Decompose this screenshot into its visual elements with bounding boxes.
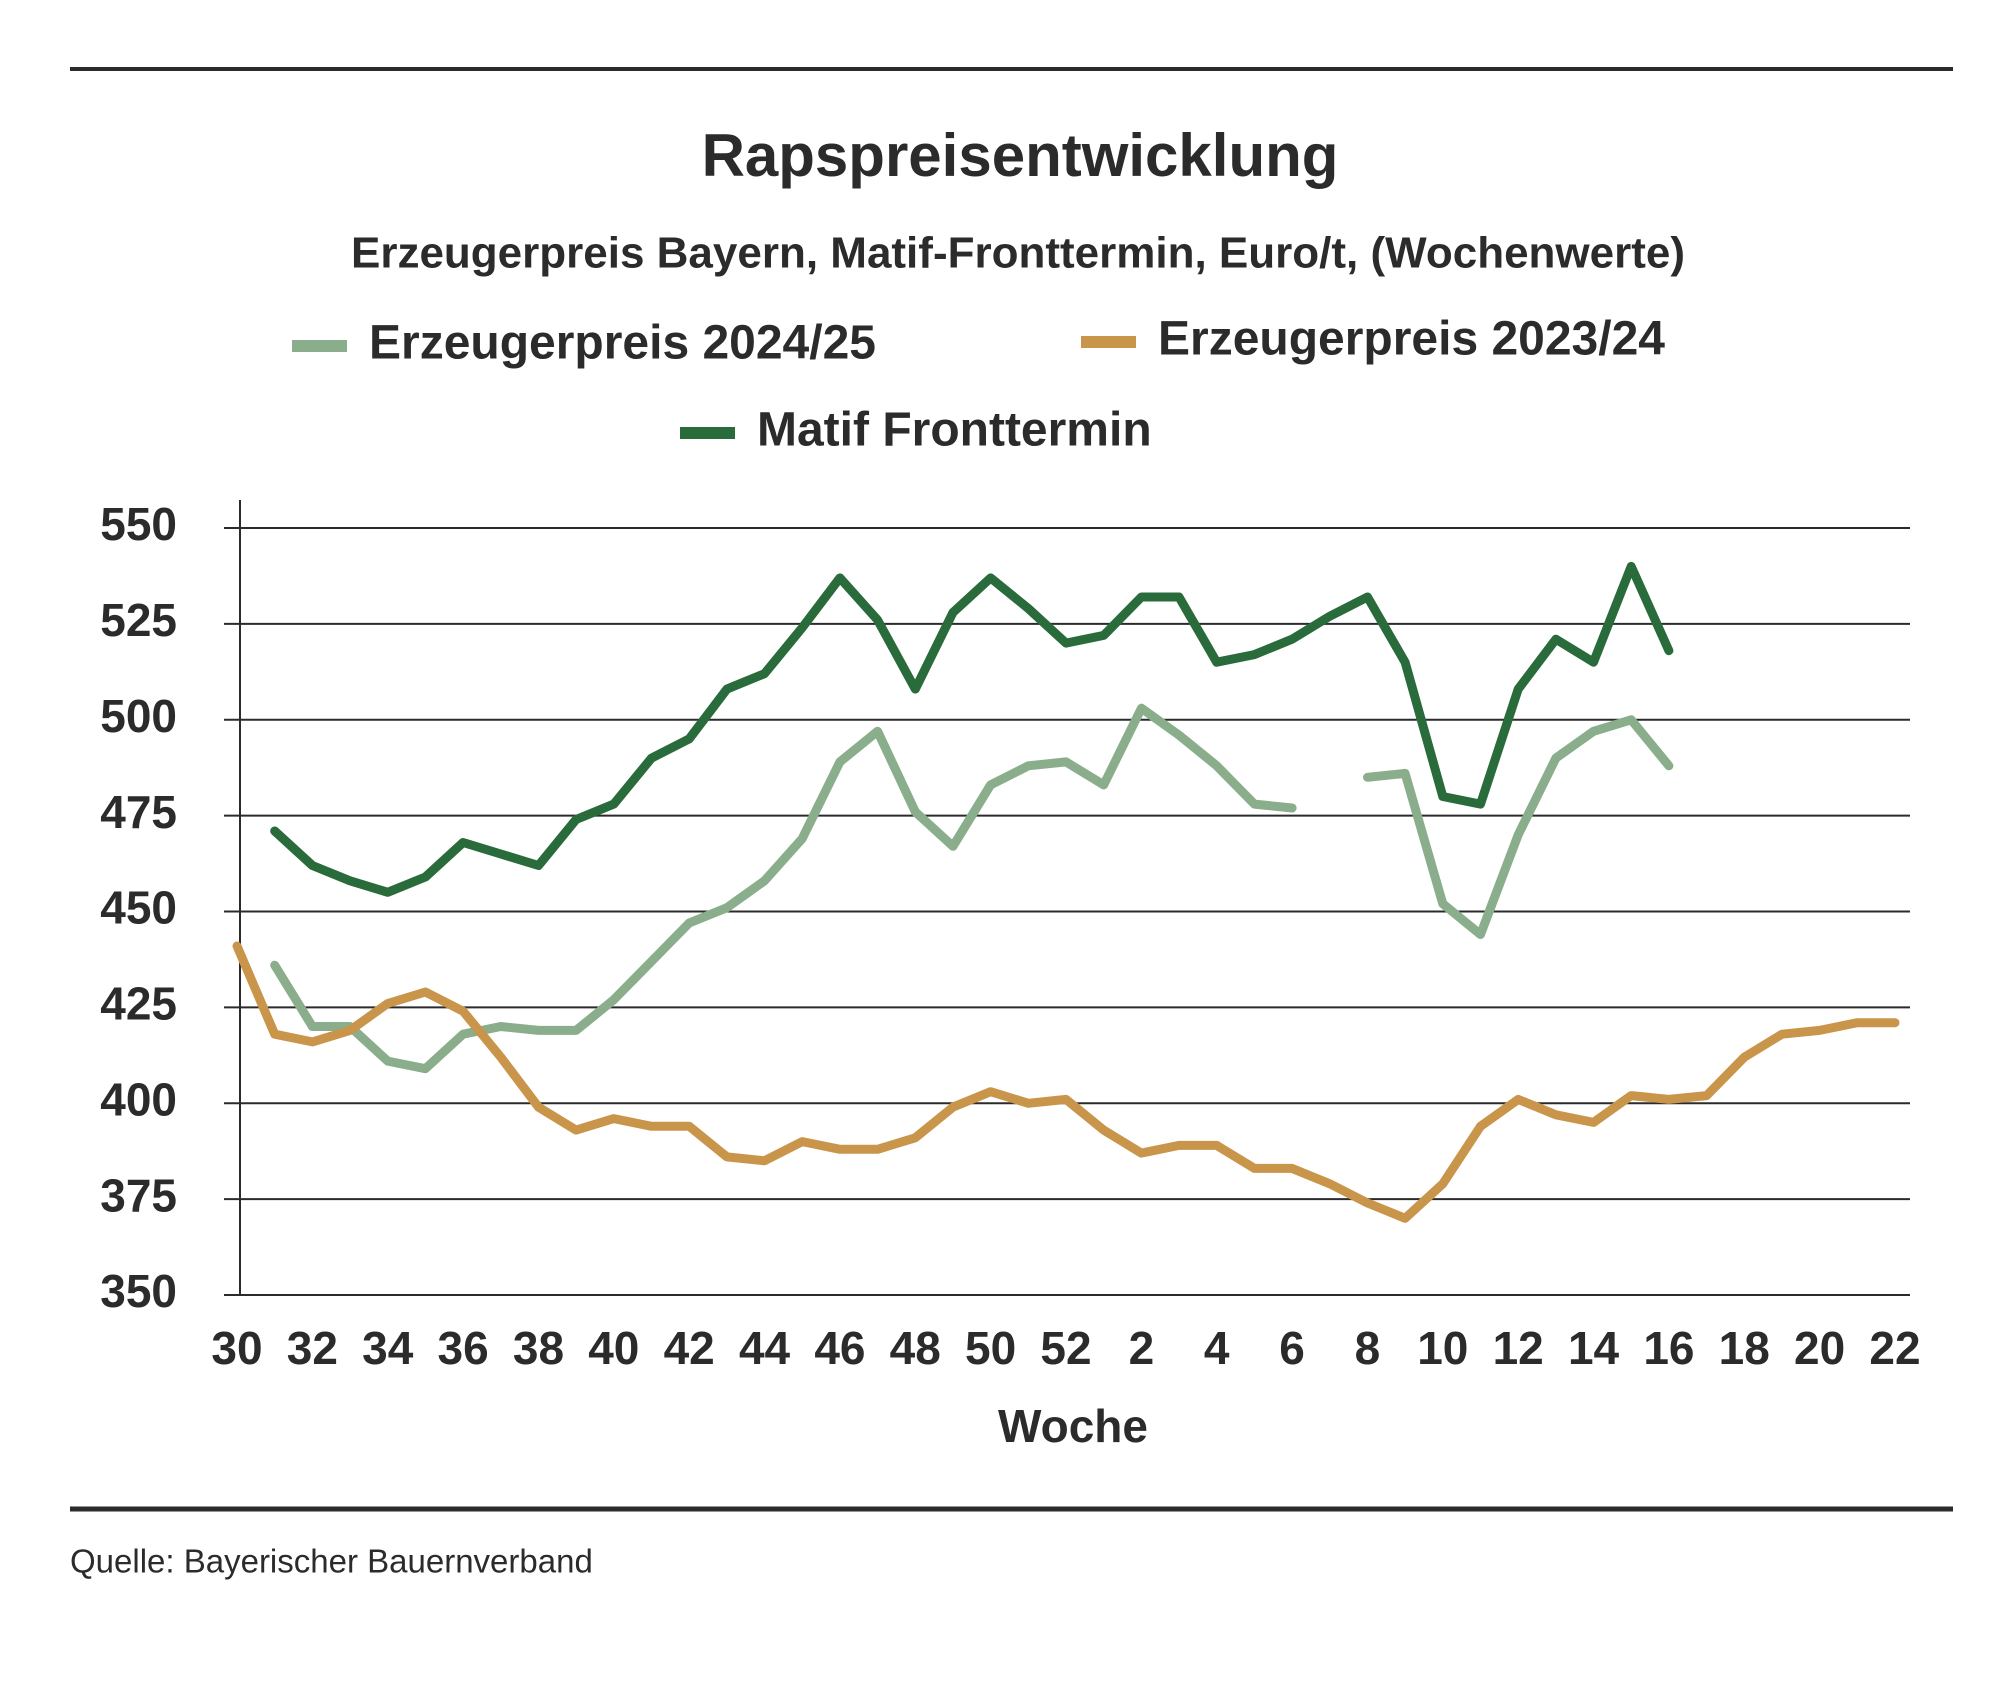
y-tick-label: 550 bbox=[100, 498, 177, 550]
x-tick-label: 36 bbox=[438, 1322, 489, 1374]
x-tick-label: 44 bbox=[739, 1322, 791, 1374]
source-note: Quelle: Bayerischer Bauernverband bbox=[70, 1543, 593, 1580]
legend-label: Matif Fronttermin bbox=[757, 404, 1152, 457]
legend-label: Erzeugerpreis 2024/25 bbox=[369, 317, 876, 370]
y-tick-label: 475 bbox=[100, 786, 177, 838]
y-tick-label: 350 bbox=[100, 1265, 177, 1317]
x-tick-label: 6 bbox=[1279, 1322, 1305, 1374]
y-tick-label: 525 bbox=[100, 594, 177, 646]
x-tick-label: 40 bbox=[588, 1322, 639, 1374]
series-line bbox=[270, 561, 1674, 897]
x-tick-label: 10 bbox=[1417, 1322, 1468, 1374]
y-tick-label: 500 bbox=[100, 690, 177, 742]
x-tick-label: 14 bbox=[1568, 1322, 1620, 1374]
x-tick-label: 46 bbox=[814, 1322, 865, 1374]
y-tick-label: 450 bbox=[100, 882, 177, 934]
x-tick-label: 50 bbox=[965, 1322, 1016, 1374]
x-tick-label: 30 bbox=[211, 1322, 262, 1374]
x-tick-label: 2 bbox=[1129, 1322, 1155, 1374]
x-tick-label: 22 bbox=[1869, 1322, 1920, 1374]
x-axis-label: Woche bbox=[998, 1400, 1148, 1452]
legend-label: Erzeugerpreis 2023/24 bbox=[1158, 313, 1665, 366]
x-tick-label: 32 bbox=[287, 1322, 338, 1374]
x-tick-label: 18 bbox=[1719, 1322, 1770, 1374]
x-tick-label: 12 bbox=[1493, 1322, 1544, 1374]
y-tick-label: 425 bbox=[100, 978, 177, 1030]
x-tick-label: 8 bbox=[1355, 1322, 1381, 1374]
x-tick-label: 48 bbox=[890, 1322, 941, 1374]
y-tick-label: 400 bbox=[100, 1073, 177, 1125]
series-line bbox=[232, 941, 1900, 1223]
x-tick-label: 42 bbox=[664, 1322, 715, 1374]
y-tick-label: 375 bbox=[100, 1169, 177, 1221]
x-tick-label: 34 bbox=[362, 1322, 414, 1374]
series-line bbox=[270, 703, 1674, 1074]
x-tick-label: 16 bbox=[1643, 1322, 1694, 1374]
chart-subtitle: Erzeugerpreis Bayern, Matif-Fronttermin,… bbox=[351, 229, 1685, 278]
chart-title: Rapspreisentwicklung bbox=[702, 122, 1339, 189]
x-tick-label: 52 bbox=[1040, 1322, 1091, 1374]
x-tick-label: 38 bbox=[513, 1322, 564, 1374]
x-tick-label: 4 bbox=[1204, 1322, 1230, 1374]
x-tick-label: 20 bbox=[1794, 1322, 1845, 1374]
